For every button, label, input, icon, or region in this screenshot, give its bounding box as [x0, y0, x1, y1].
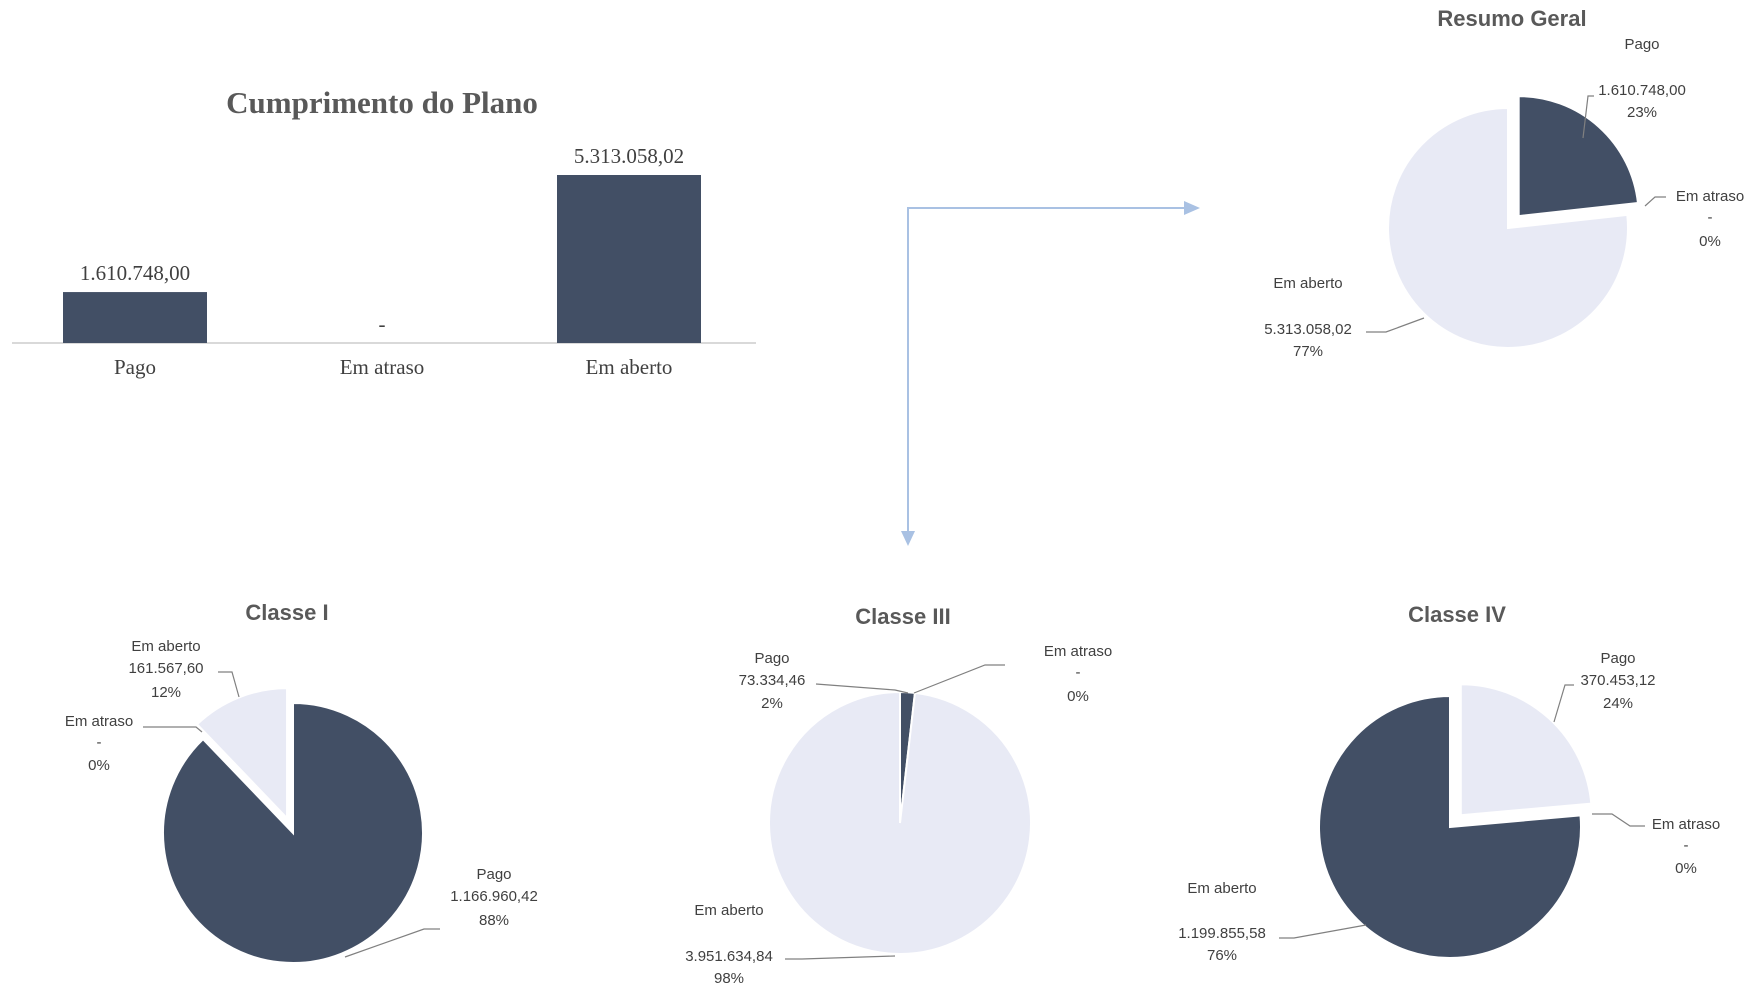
- leader-line-em-aberto: [785, 955, 896, 960]
- arrowhead-down: [901, 531, 915, 546]
- label-pago-value: 1.610.748,00: [1598, 82, 1686, 99]
- pie-slices-resumo-geral: [1387, 95, 1640, 349]
- slice-pago: [162, 701, 424, 964]
- label-em-atraso-percent: 0%: [1067, 688, 1089, 705]
- label-em-atraso-percent: 0%: [1675, 860, 1697, 877]
- bar-chart-cumprimento: Cumprimento do Plano 1.610.748,00 Pago - Em…: [12, 85, 756, 379]
- label-em-aberto-name: Em aberto: [1187, 880, 1256, 897]
- label-pago-name: Pago: [1624, 36, 1659, 53]
- pie-chart-resumo-geral: Resumo Geral Pago 1.610.748,00 23% Em at…: [1264, 6, 1744, 360]
- label-em-aberto-value: 5.313.058,02: [1264, 321, 1352, 338]
- label-em-atraso-name: Em atraso: [1044, 643, 1112, 660]
- leader-line-pago: [815, 683, 909, 694]
- label-em-aberto-percent: 76%: [1207, 947, 1237, 964]
- pie-chart-classe-iv: Classe IV Pago 370.453,12 24% Em atraso …: [1178, 602, 1720, 964]
- leader-line-em-atraso: [1592, 813, 1645, 827]
- data-label-em-aberto: 5.313.058,02: [574, 144, 684, 168]
- label-pago-name: Pago: [754, 650, 789, 667]
- label-pago-name: Pago: [1600, 650, 1635, 667]
- label-em-aberto-value: 3.951.634,84: [685, 948, 773, 965]
- data-label-em-atraso: -: [379, 312, 386, 336]
- tick-label-em-aberto: Em aberto: [586, 355, 673, 379]
- leader-line-em-aberto: [1279, 924, 1367, 939]
- tick-label-pago: Pago: [114, 355, 156, 379]
- bar-pago: [63, 292, 207, 343]
- pie-slices-classe-iii: [768, 690, 1033, 955]
- label-em-aberto-percent: 77%: [1293, 343, 1323, 360]
- label-em-aberto-percent: 98%: [714, 970, 744, 985]
- label-em-aberto-name: Em aberto: [131, 638, 200, 655]
- slice-em-aberto: [1318, 694, 1582, 959]
- arrowhead-right: [1184, 201, 1200, 215]
- label-pago-value: 73.334,46: [739, 672, 806, 689]
- label-em-atraso-percent: 0%: [88, 757, 110, 774]
- label-em-atraso-value: -: [1684, 837, 1689, 854]
- label-em-aberto-name: Em aberto: [1273, 275, 1342, 292]
- label-em-atraso-value: -: [97, 734, 102, 751]
- pie-chart-classe-iii: Classe III Pago 73.334,46 2% Em atraso -…: [685, 604, 1112, 985]
- label-em-atraso-name: Em atraso: [65, 713, 133, 730]
- label-em-aberto-name: Em aberto: [694, 902, 763, 919]
- label-em-atraso-name: Em atraso: [1652, 816, 1720, 833]
- label-pago-value: 370.453,12: [1580, 672, 1655, 689]
- bar-em-aberto: [557, 175, 701, 343]
- leader-line-pago: [344, 928, 440, 958]
- label-em-aberto-percent: 12%: [151, 684, 181, 701]
- slice-em-aberto: [768, 690, 1033, 955]
- label-em-atraso-name: Em atraso: [1676, 188, 1744, 205]
- label-pago-name: Pago: [476, 866, 511, 883]
- bar-chart-title: Cumprimento do Plano: [226, 85, 538, 120]
- connector-line: [907, 207, 1185, 535]
- label-em-aberto-value: 1.199.855,58: [1178, 925, 1266, 942]
- pie-slices-classe-iv: [1318, 683, 1593, 959]
- label-pago-percent: 88%: [479, 912, 509, 929]
- bar-marks: 1.610.748,00 Pago - Em atraso 5.313.058,02 Em…: [63, 144, 701, 379]
- connector-arrows: [901, 201, 1200, 546]
- leader-line-pago: [1582, 95, 1594, 139]
- pie-chart-classe-i: Classe I Em aberto 161.567,60 12% Em atr…: [65, 600, 538, 964]
- label-em-aberto-value: 161.567,60: [128, 660, 203, 677]
- pie-slices-classe-i: [162, 687, 424, 964]
- leader-line-em-atraso: [143, 726, 203, 733]
- pie-title-classe-iii: Classe III: [855, 604, 950, 629]
- leader-line-em-aberto: [1366, 317, 1425, 333]
- label-pago-percent: 23%: [1627, 104, 1657, 121]
- leader-line-em-atraso: [913, 664, 1005, 694]
- leader-line-em-atraso: [1644, 196, 1666, 207]
- data-label-pago: 1.610.748,00: [80, 261, 190, 285]
- leader-line-em-aberto: [218, 671, 240, 698]
- label-em-atraso-percent: 0%: [1699, 233, 1721, 250]
- slice-pago: [1517, 95, 1640, 218]
- pie-title-classe-iv: Classe IV: [1408, 602, 1506, 627]
- label-pago-percent: 2%: [761, 695, 783, 712]
- tick-label-em-atraso: Em atraso: [340, 355, 425, 379]
- label-em-atraso-value: -: [1708, 209, 1713, 226]
- slice-em-aberto: [195, 687, 289, 821]
- pie-title-classe-i: Classe I: [245, 600, 328, 625]
- leader-line-pago: [1553, 684, 1574, 723]
- label-pago-percent: 24%: [1603, 695, 1633, 712]
- label-pago-value: 1.166.960,42: [450, 888, 538, 905]
- label-em-atraso-value: -: [1076, 664, 1081, 681]
- slice-pago: [1459, 683, 1593, 817]
- slice-em-aberto: [1387, 106, 1629, 349]
- pie-title-resumo-geral: Resumo Geral: [1437, 6, 1586, 31]
